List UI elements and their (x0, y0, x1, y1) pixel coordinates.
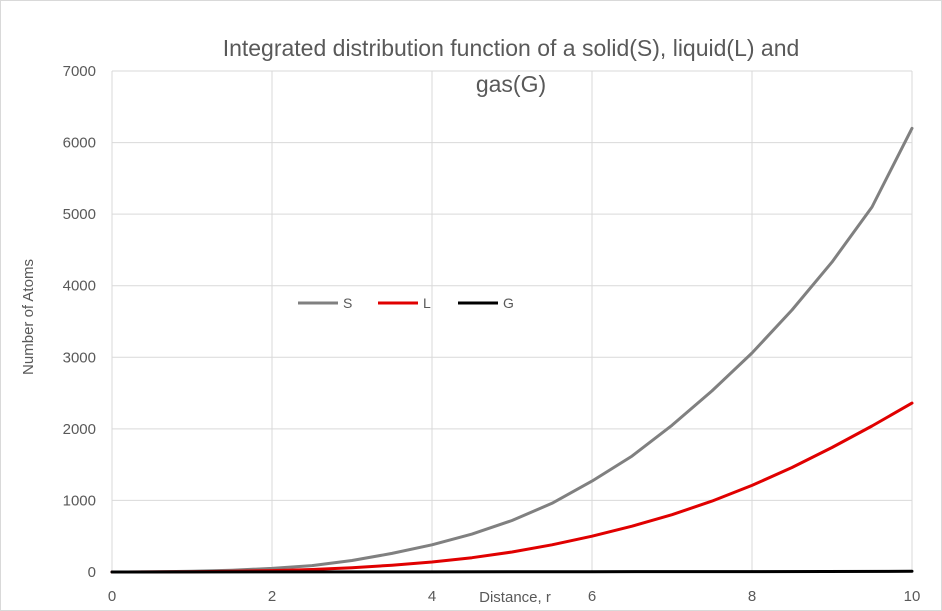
y-tick-label: 0 (88, 564, 96, 581)
x-tick-label: 6 (588, 588, 596, 605)
gridlines (111, 70, 913, 573)
legend-label-S: S (343, 295, 352, 311)
y-tick-label: 2000 (63, 421, 96, 438)
series-line-G (110, 569, 914, 574)
y-tick-label: 1000 (63, 492, 96, 509)
legend-label-G: G (503, 295, 514, 311)
y-tick-label: 7000 (63, 63, 96, 80)
y-tick-label: 4000 (63, 278, 96, 295)
x-tick-label: 0 (108, 588, 116, 605)
x-tick-label: 8 (748, 588, 756, 605)
x-tick-label: 2 (268, 588, 276, 605)
y-tick-label: 3000 (63, 349, 96, 366)
chart-title-line-2: gas(G) (476, 71, 546, 97)
y-tick-label: 5000 (63, 206, 96, 223)
legend-label-L: L (423, 295, 431, 311)
y-tick-label: 6000 (63, 135, 96, 152)
series-line-S (110, 126, 914, 574)
y-axis-label: Number of Atoms (20, 259, 37, 375)
x-tick-label: 4 (428, 588, 436, 605)
tick-labels: 0 1000 2000 3000 4000 5000 6000 7000 0 2 4 6 8 10 (63, 63, 921, 605)
chart-title-line-1: Integrated distribution function of a so… (223, 35, 800, 61)
x-tick-label: 10 (904, 588, 921, 605)
series-lines (110, 126, 914, 574)
x-axis-label: Distance, r (479, 589, 551, 606)
